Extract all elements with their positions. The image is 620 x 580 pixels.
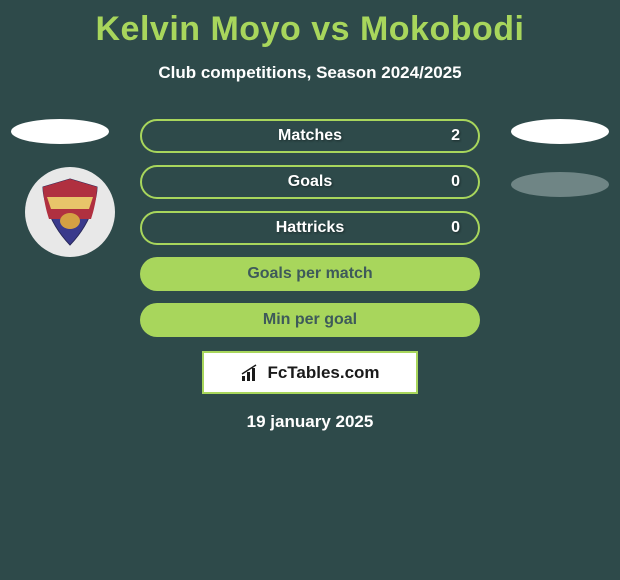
source-logo-text: FcTables.com (267, 363, 379, 383)
stat-row-matches: Matches 2 (140, 119, 480, 153)
source-logo: FcTables.com (240, 363, 379, 383)
source-logo-box: FcTables.com (202, 351, 418, 394)
stat-row-min-per-goal: Min per goal (140, 303, 480, 337)
stat-label: Goals (288, 173, 332, 191)
shield-icon (39, 177, 101, 247)
page-subtitle: Club competitions, Season 2024/2025 (0, 63, 620, 83)
club-badge (20, 167, 120, 257)
player-slot-right-1 (511, 119, 609, 144)
date-text: 19 january 2025 (0, 412, 620, 432)
player-slot-right-2 (511, 172, 609, 197)
stat-label: Matches (278, 127, 342, 145)
stat-row-goals-per-match: Goals per match (140, 257, 480, 291)
stat-value: 0 (451, 219, 460, 237)
stat-label: Goals per match (247, 265, 372, 283)
stat-label: Min per goal (263, 311, 357, 329)
stat-label: Hattricks (276, 219, 344, 237)
page-title: Kelvin Moyo vs Mokobodi (0, 0, 620, 49)
stats-area: Matches 2 Goals 0 Hattricks 0 Goals per … (0, 119, 620, 432)
stat-row-hattricks: Hattricks 0 (140, 211, 480, 245)
player-slot-left (11, 119, 109, 144)
stat-value: 0 (451, 173, 460, 191)
stat-row-goals: Goals 0 (140, 165, 480, 199)
stat-value: 2 (451, 127, 460, 145)
club-badge-circle (25, 167, 115, 257)
bars-icon (240, 364, 264, 382)
